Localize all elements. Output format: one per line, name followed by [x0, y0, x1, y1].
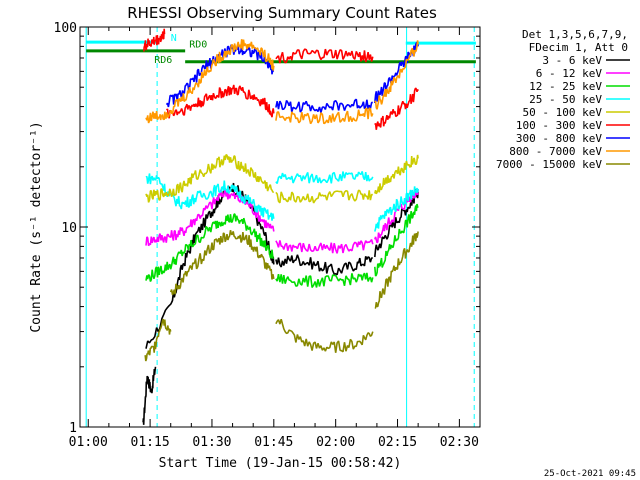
series-2 — [145, 203, 419, 288]
series-8 — [144, 230, 419, 362]
y-tick-label-2: 100 — [54, 21, 77, 36]
series-3-segment-1 — [275, 171, 374, 184]
series-2-segment-2 — [374, 203, 419, 277]
axes: 1 10 100 01:00 01:15 01:30 01:45 02:00 02:15 02:3… — [54, 21, 480, 450]
series-0-segment-3 — [374, 188, 419, 258]
series-7-segment-0 — [145, 111, 168, 124]
legend-header-line-1: Det 1,3,5,6,7,9, — [522, 28, 628, 41]
series-5-segment-0 — [143, 28, 166, 52]
legend-label-5: 100 - 300 keV — [516, 119, 602, 132]
legend-label-0: 3 - 6 keV — [542, 54, 602, 67]
series-7 — [145, 39, 419, 125]
series-8-segment-1 — [169, 230, 275, 296]
series-1-segment-2 — [374, 188, 419, 244]
plot-frame — [79, 26, 481, 428]
y-axis-label: Count Rate (s⁻¹ detector⁻¹) — [29, 121, 44, 332]
legend-label-1: 6 - 12 keV — [536, 67, 603, 80]
x-tick-label-4: 02:00 — [316, 435, 355, 450]
series-3 — [145, 171, 419, 232]
series-8-segment-0 — [144, 318, 172, 362]
x-tick-label-0: 01:00 — [69, 435, 108, 450]
x-tick-label-5: 02:15 — [378, 435, 417, 450]
series-0-segment-0 — [142, 366, 157, 425]
series-1-segment-0 — [145, 188, 275, 247]
annotation-2: N — [171, 33, 177, 44]
series-7-segment-3 — [374, 40, 419, 110]
series-3-segment-2 — [374, 186, 419, 232]
series-5-segment-2 — [275, 48, 374, 64]
series-5-segment-1 — [165, 84, 275, 119]
legend-label-7: 800 - 7000 keV — [509, 145, 602, 158]
x-tick-label-2: 01:30 — [192, 435, 231, 450]
series-8-segment-2 — [275, 318, 374, 353]
series-7-segment-1 — [165, 39, 275, 118]
series-6-segment-1 — [275, 98, 373, 113]
x-tick-label-3: 01:45 — [254, 435, 293, 450]
legend: Det 1,3,5,6,7,9, FDecim 1, Att 0 3 - 6 k… — [496, 28, 630, 171]
legend-label-4: 50 - 100 keV — [523, 106, 603, 119]
x-axis-label: Start Time (19-Jan-15 00:58:42) — [159, 456, 402, 471]
series-0-segment-1 — [145, 182, 275, 349]
series-0 — [142, 182, 419, 425]
plot-area: RD0 RD6 N — [85, 27, 476, 427]
series-7-segment-2 — [275, 107, 374, 125]
annotation-0: RD0 — [189, 39, 207, 50]
series-0-segment-2 — [275, 254, 373, 276]
series-2-segment-0 — [145, 213, 274, 282]
y-tick-label-0: 1 — [69, 421, 77, 436]
series-4 — [145, 153, 419, 204]
legend-label-6: 300 - 800 keV — [516, 132, 602, 145]
legend-label-3: 25 - 50 keV — [529, 93, 602, 106]
series-5-segment-3 — [374, 87, 419, 130]
series-4-segment-2 — [374, 154, 419, 195]
series-5 — [143, 28, 419, 130]
x-tick-label-6: 02:30 — [440, 435, 479, 450]
x-tick-label-1: 01:15 — [131, 435, 170, 450]
series-2-segment-1 — [275, 272, 374, 288]
series-4-segment-1 — [275, 189, 373, 204]
footer-date: 25-Oct-2021 09:45 — [544, 469, 636, 479]
series-4-segment-0 — [145, 153, 275, 203]
annotation-1: RD6 — [154, 55, 172, 66]
series-8-segment-3 — [374, 231, 419, 309]
legend-header-line-2: FDecim 1, Att 0 — [529, 41, 628, 54]
series-1 — [145, 188, 419, 254]
series-1-segment-1 — [275, 239, 374, 254]
chart-title: RHESSI Observing Summary Count Rates — [127, 4, 437, 22]
legend-label-2: 12 - 25 keV — [529, 80, 602, 93]
y-tick-label-1: 10 — [61, 221, 77, 236]
legend-label-8: 7000 - 15000 keV — [496, 158, 602, 171]
